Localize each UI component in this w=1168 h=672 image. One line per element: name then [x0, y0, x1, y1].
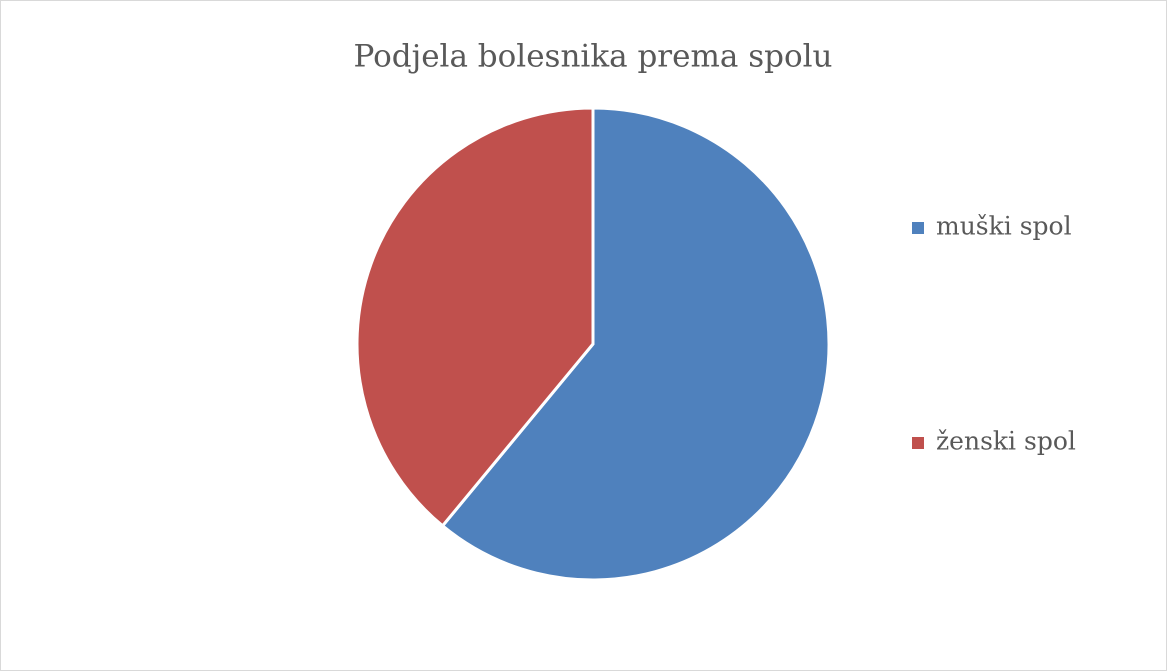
legend-label: ženski spol [936, 427, 1076, 456]
legend-swatch [912, 437, 924, 449]
legend-swatch [912, 222, 924, 234]
pie-slice [355, 106, 595, 528]
chart-title: Podjela bolesnika prema spolu [353, 39, 832, 75]
legend-label: muški spol [936, 212, 1072, 241]
pie-slice [440, 106, 831, 582]
